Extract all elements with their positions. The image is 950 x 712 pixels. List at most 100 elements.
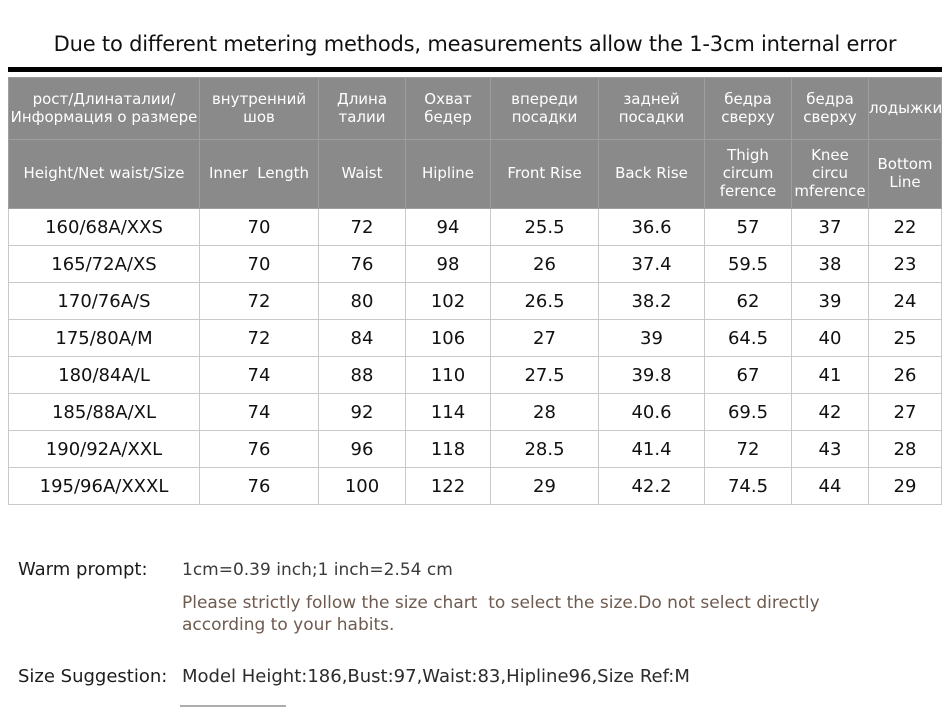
value-cell-r4-c5: 67 — [704, 356, 792, 394]
size-label-cell: 190/92A/XXL — [8, 430, 200, 468]
value-cell-r0-c4: 36.6 — [598, 208, 705, 246]
value-cell-r0-c3: 25.5 — [490, 208, 599, 246]
header-ru-col-6: бедра сверху — [704, 77, 792, 140]
size-label-cell: 185/88A/XL — [8, 393, 200, 431]
value-cell-r3-c7: 25 — [868, 319, 942, 357]
value-cell-r3-c5: 64.5 — [704, 319, 792, 357]
size-row-185/88A/XL: 185/88A/XL 74 92 114 28 40.6 69.5 42 27 — [8, 393, 942, 431]
size-label-cell: 165/72A/XS — [8, 245, 200, 283]
header-ru-col-3: Охват бедер — [405, 77, 491, 140]
value-cell-r7-c7: 29 — [868, 467, 942, 505]
header-en-col-1: Inner Length — [199, 139, 319, 209]
value-cell-r2-c7: 24 — [868, 282, 942, 320]
header-en-col-0: Height/Net waist/Size — [8, 139, 200, 209]
value-cell-r5-c6: 42 — [791, 393, 869, 431]
size-row-165/72A/XS: 165/72A/XS 70 76 98 26 37.4 59.5 38 23 — [8, 245, 942, 283]
size-row-190/92A/XXL: 190/92A/XXL 76 96 118 28.5 41.4 72 43 28 — [8, 430, 942, 468]
size-suggestion-value: Model Height:186,Bust:97,Waist:83,Hiplin… — [182, 666, 690, 687]
value-cell-r2-c6: 39 — [791, 282, 869, 320]
value-cell-r2-c5: 62 — [704, 282, 792, 320]
size-label-cell: 175/80A/M — [8, 319, 200, 357]
header-en-col-5: Back Rise — [598, 139, 705, 209]
header-ru-col-7: бедра сверху — [791, 77, 869, 140]
value-cell-r2-c4: 38.2 — [598, 282, 705, 320]
value-cell-r0-c2: 94 — [405, 208, 491, 246]
value-cell-r3-c1: 84 — [318, 319, 406, 357]
header-en-col-2: Waist — [318, 139, 406, 209]
value-cell-r4-c6: 41 — [791, 356, 869, 394]
value-cell-r0-c0: 70 — [199, 208, 319, 246]
header-en-col-8: Bottom Line — [868, 139, 942, 209]
title-divider — [8, 67, 942, 72]
size-row-170/76A/S: 170/76A/S 72 80 102 26.5 38.2 62 39 24 — [8, 282, 942, 320]
value-cell-r0-c6: 37 — [791, 208, 869, 246]
value-cell-r5-c7: 27 — [868, 393, 942, 431]
size-suggestion-label: Size Suggestion: — [18, 666, 168, 687]
header-en-col-3: Hipline — [405, 139, 491, 209]
value-cell-r6-c1: 96 — [318, 430, 406, 468]
value-cell-r5-c3: 28 — [490, 393, 599, 431]
size-chart-page: Due to different metering methods, measu… — [8, 32, 950, 707]
value-cell-r6-c4: 41.4 — [598, 430, 705, 468]
size-row-160/68A/XXS: 160/68A/XXS 70 72 94 25.5 36.6 57 37 22 — [8, 208, 942, 246]
size-chart-table: рост/Длинаталии/ Информация о размере вну… — [8, 77, 942, 505]
value-cell-r7-c6: 44 — [791, 467, 869, 505]
value-cell-r5-c5: 69.5 — [704, 393, 792, 431]
value-cell-r4-c0: 74 — [199, 356, 319, 394]
size-label-cell: 170/76A/S — [8, 282, 200, 320]
value-cell-r1-c0: 70 — [199, 245, 319, 283]
conversion-text: 1cm=0.39 inch;1 inch=2.54 cm — [182, 560, 453, 580]
size-label-cell: 180/84A/L — [8, 356, 200, 394]
size-label-cell: 195/96A/XXXL — [8, 467, 200, 505]
value-cell-r1-c6: 38 — [791, 245, 869, 283]
header-en-col-4: Front Rise — [490, 139, 599, 209]
value-cell-r7-c2: 122 — [405, 467, 491, 505]
warm-prompt-row: Warm prompt: 1cm=0.39 inch;1 inch=2.54 c… — [18, 559, 950, 636]
size-suggestion-row: Size Suggestion: Model Height:186,Bust:9… — [18, 666, 950, 687]
header-en-col-7: Knee circu mference — [791, 139, 869, 209]
value-cell-r7-c1: 100 — [318, 467, 406, 505]
header-row-english: Height/Net waist/Size Inner Length Waist Hi… — [8, 139, 942, 209]
header-ru-col-4: впереди посадки — [490, 77, 599, 140]
value-cell-r1-c3: 26 — [490, 245, 599, 283]
header-row-russian: рост/Длинаталии/ Информация о размере вну… — [8, 77, 942, 140]
value-cell-r2-c1: 80 — [318, 282, 406, 320]
value-cell-r2-c0: 72 — [199, 282, 319, 320]
value-cell-r6-c0: 76 — [199, 430, 319, 468]
header-ru-col-2: Длина талии — [318, 77, 406, 140]
header-ru-col-8: лодыжки — [868, 77, 942, 140]
warm-prompt-content: 1cm=0.39 inch;1 inch=2.54 cm Please stri… — [182, 559, 820, 636]
value-cell-r0-c5: 57 — [704, 208, 792, 246]
value-cell-r6-c7: 28 — [868, 430, 942, 468]
value-cell-r2-c2: 102 — [405, 282, 491, 320]
advice-text: Please strictly follow the size chart to… — [182, 593, 820, 635]
value-cell-r6-c3: 28.5 — [490, 430, 599, 468]
size-row-195/96A/XXXL: 195/96A/XXXL 76 100 122 29 42.2 74.5 44 29 — [8, 467, 942, 505]
value-cell-r6-c6: 43 — [791, 430, 869, 468]
value-cell-r1-c7: 23 — [868, 245, 942, 283]
value-cell-r3-c6: 40 — [791, 319, 869, 357]
value-cell-r4-c1: 88 — [318, 356, 406, 394]
header-ru-col-0: рост/Длинаталии/ Информация о размере — [8, 77, 200, 140]
value-cell-r7-c3: 29 — [490, 467, 599, 505]
value-cell-r1-c4: 37.4 — [598, 245, 705, 283]
value-cell-r0-c1: 72 — [318, 208, 406, 246]
header-en-col-6: Thigh circum ference — [704, 139, 792, 209]
value-cell-r7-c0: 76 — [199, 467, 319, 505]
value-cell-r5-c2: 114 — [405, 393, 491, 431]
size-row-175/80A/M: 175/80A/M 72 84 106 27 39 64.5 40 25 — [8, 319, 942, 357]
value-cell-r1-c2: 98 — [405, 245, 491, 283]
header-ru-col-1: внутренний шов — [199, 77, 319, 140]
size-row-180/84A/L: 180/84A/L 74 88 110 27.5 39.8 67 41 26 — [8, 356, 942, 394]
value-cell-r4-c2: 110 — [405, 356, 491, 394]
value-cell-r5-c4: 40.6 — [598, 393, 705, 431]
value-cell-r3-c2: 106 — [405, 319, 491, 357]
value-cell-r5-c1: 92 — [318, 393, 406, 431]
cropped-next-section-line — [180, 705, 286, 707]
value-cell-r3-c3: 27 — [490, 319, 599, 357]
header-ru-col-5: задней посадки — [598, 77, 705, 140]
value-cell-r3-c4: 39 — [598, 319, 705, 357]
value-cell-r3-c0: 72 — [199, 319, 319, 357]
value-cell-r6-c2: 118 — [405, 430, 491, 468]
notes-section: Warm prompt: 1cm=0.39 inch;1 inch=2.54 c… — [18, 559, 950, 687]
